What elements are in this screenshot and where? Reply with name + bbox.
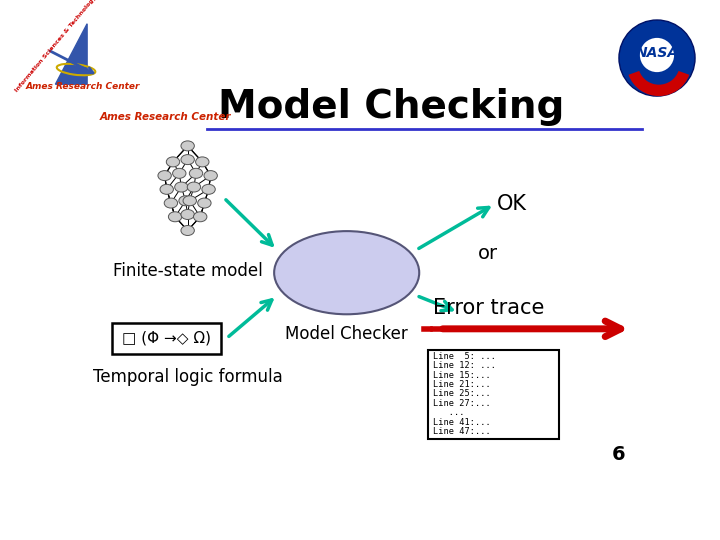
Circle shape xyxy=(202,184,215,194)
Text: OK: OK xyxy=(498,194,527,214)
Circle shape xyxy=(175,182,188,192)
Text: Line 21:...: Line 21:... xyxy=(433,380,491,389)
Circle shape xyxy=(158,171,171,180)
Text: Line 12: ...: Line 12: ... xyxy=(433,361,496,370)
Text: Model Checker: Model Checker xyxy=(285,325,408,343)
Text: Model Checking: Model Checking xyxy=(218,87,564,126)
Circle shape xyxy=(204,171,217,180)
Polygon shape xyxy=(55,24,87,84)
Circle shape xyxy=(194,212,207,222)
Text: NASA: NASA xyxy=(636,46,678,60)
Bar xyxy=(428,349,559,439)
Text: Information Sciences & Technology: Information Sciences & Technology xyxy=(14,0,97,93)
Circle shape xyxy=(181,154,194,165)
Text: Finite-state model: Finite-state model xyxy=(113,262,263,280)
Text: Ames Research Center: Ames Research Center xyxy=(25,82,140,91)
Circle shape xyxy=(181,141,194,151)
Text: Line 25:...: Line 25:... xyxy=(433,389,491,399)
Text: Line 15:...: Line 15:... xyxy=(433,370,491,380)
Circle shape xyxy=(187,182,201,192)
Text: Line 41:...: Line 41:... xyxy=(433,417,491,427)
Text: □ (Φ →◇ Ω): □ (Φ →◇ Ω) xyxy=(122,330,211,346)
Circle shape xyxy=(160,184,174,194)
Circle shape xyxy=(166,157,180,167)
Text: ...: ... xyxy=(433,408,464,417)
Wedge shape xyxy=(629,71,689,96)
Circle shape xyxy=(619,20,695,96)
Text: 6: 6 xyxy=(612,445,626,464)
Text: or: or xyxy=(478,245,498,264)
Circle shape xyxy=(189,168,203,178)
Ellipse shape xyxy=(274,231,419,314)
Circle shape xyxy=(179,196,192,206)
Circle shape xyxy=(181,210,194,219)
Bar xyxy=(112,322,221,354)
Circle shape xyxy=(640,38,674,72)
Text: Line 47:...: Line 47:... xyxy=(433,427,491,436)
Circle shape xyxy=(168,212,181,222)
Circle shape xyxy=(164,198,178,208)
Text: Ames Research Center: Ames Research Center xyxy=(99,112,231,122)
Text: Temporal logic formula: Temporal logic formula xyxy=(93,368,282,386)
Circle shape xyxy=(196,157,209,167)
Text: Line 27:...: Line 27:... xyxy=(433,399,491,408)
Circle shape xyxy=(181,226,194,235)
Text: Error trace: Error trace xyxy=(433,298,544,318)
Text: Line  5: ...: Line 5: ... xyxy=(433,352,496,361)
Circle shape xyxy=(198,198,211,208)
Circle shape xyxy=(183,196,197,206)
Circle shape xyxy=(173,168,186,178)
